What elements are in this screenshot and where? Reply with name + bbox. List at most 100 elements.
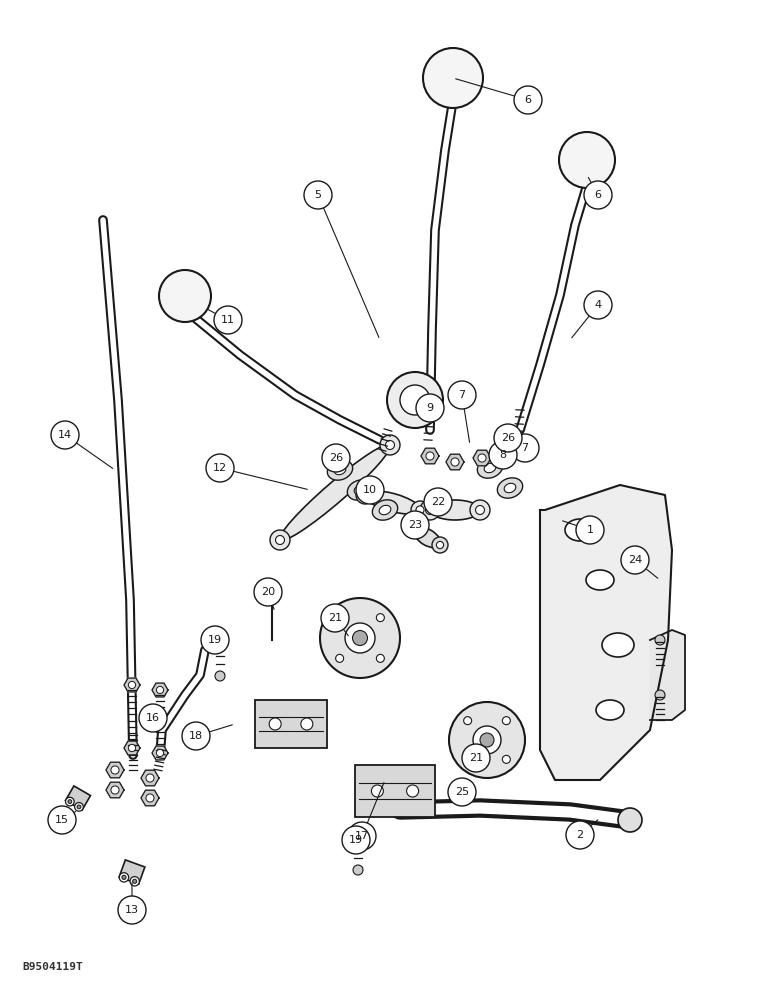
Text: 6: 6	[524, 95, 531, 105]
Circle shape	[371, 785, 384, 797]
Circle shape	[267, 591, 277, 601]
Text: 17: 17	[355, 831, 369, 841]
Ellipse shape	[354, 485, 366, 495]
Circle shape	[270, 530, 290, 550]
Polygon shape	[540, 485, 672, 780]
Text: 7: 7	[459, 390, 466, 400]
Text: 26: 26	[329, 453, 343, 463]
Bar	[66, 786, 90, 810]
Text: 15: 15	[55, 815, 69, 825]
Circle shape	[576, 516, 604, 544]
Circle shape	[336, 614, 344, 622]
Circle shape	[584, 291, 612, 319]
Ellipse shape	[504, 483, 516, 493]
Text: 8: 8	[499, 450, 506, 460]
Ellipse shape	[334, 465, 346, 475]
Circle shape	[269, 718, 281, 730]
Circle shape	[111, 786, 119, 794]
Circle shape	[618, 808, 642, 832]
Circle shape	[345, 623, 375, 653]
Circle shape	[489, 441, 517, 469]
Text: 24: 24	[628, 555, 642, 565]
Polygon shape	[124, 741, 140, 755]
Text: 11: 11	[221, 315, 235, 325]
Circle shape	[304, 181, 332, 209]
Text: 25: 25	[455, 787, 469, 797]
Circle shape	[584, 181, 612, 209]
Circle shape	[206, 454, 234, 482]
Text: 26: 26	[501, 433, 515, 443]
Circle shape	[75, 803, 83, 811]
Circle shape	[511, 434, 539, 462]
Ellipse shape	[365, 491, 420, 514]
Circle shape	[451, 458, 459, 466]
Text: 21: 21	[469, 753, 483, 763]
Circle shape	[411, 501, 429, 519]
Circle shape	[400, 385, 430, 415]
Circle shape	[416, 506, 424, 514]
Ellipse shape	[430, 500, 480, 520]
Circle shape	[506, 440, 514, 448]
Circle shape	[407, 785, 418, 797]
Circle shape	[655, 635, 665, 645]
Circle shape	[120, 873, 129, 882]
Text: 2: 2	[577, 830, 584, 840]
Circle shape	[122, 875, 126, 879]
Circle shape	[425, 506, 435, 514]
Circle shape	[356, 486, 374, 504]
Circle shape	[133, 879, 137, 883]
Circle shape	[566, 821, 594, 849]
Polygon shape	[473, 450, 491, 466]
Ellipse shape	[347, 480, 373, 500]
Text: 23: 23	[408, 520, 422, 530]
Circle shape	[559, 132, 615, 188]
Text: 18: 18	[189, 731, 203, 741]
Circle shape	[655, 690, 665, 700]
Circle shape	[361, 491, 369, 499]
Circle shape	[377, 614, 384, 622]
Text: 6: 6	[594, 190, 601, 200]
Text: 20: 20	[261, 587, 275, 597]
Ellipse shape	[415, 527, 441, 548]
Ellipse shape	[279, 444, 391, 541]
Circle shape	[503, 717, 510, 725]
Circle shape	[380, 435, 400, 455]
Circle shape	[407, 522, 423, 538]
Circle shape	[215, 671, 225, 681]
Circle shape	[462, 744, 490, 772]
Circle shape	[436, 541, 444, 549]
Bar	[355, 765, 435, 817]
Ellipse shape	[484, 463, 496, 473]
Ellipse shape	[477, 458, 503, 478]
Polygon shape	[124, 678, 140, 692]
Text: 13: 13	[125, 905, 139, 915]
Circle shape	[254, 578, 282, 606]
Ellipse shape	[379, 505, 391, 515]
Circle shape	[385, 440, 394, 450]
Circle shape	[130, 877, 140, 886]
Polygon shape	[106, 782, 124, 798]
Circle shape	[128, 744, 136, 752]
Polygon shape	[501, 436, 519, 452]
Circle shape	[157, 749, 164, 757]
Circle shape	[420, 500, 440, 520]
Circle shape	[514, 86, 542, 114]
Circle shape	[464, 717, 472, 725]
Text: 9: 9	[426, 403, 434, 413]
Circle shape	[157, 686, 164, 694]
Polygon shape	[106, 762, 124, 778]
Ellipse shape	[602, 633, 634, 657]
Ellipse shape	[372, 500, 398, 520]
Circle shape	[452, 782, 468, 798]
Circle shape	[48, 806, 76, 834]
Polygon shape	[421, 448, 439, 464]
Text: 10: 10	[363, 485, 377, 495]
Circle shape	[480, 733, 494, 747]
Ellipse shape	[327, 460, 353, 480]
Circle shape	[432, 537, 448, 553]
Circle shape	[448, 778, 476, 806]
Circle shape	[377, 654, 384, 662]
Circle shape	[387, 372, 443, 428]
Polygon shape	[446, 454, 464, 470]
Circle shape	[356, 476, 384, 504]
